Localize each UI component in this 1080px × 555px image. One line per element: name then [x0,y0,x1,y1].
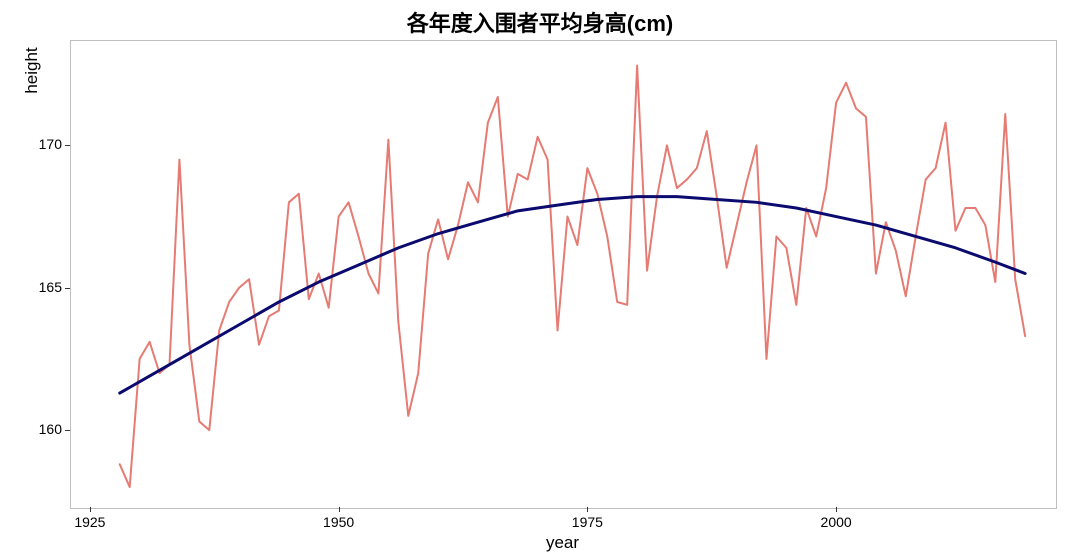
y-tick-label: 160 [39,421,62,437]
x-tick-label: 1925 [70,514,110,530]
x-tick-label: 2000 [816,514,856,530]
plot-svg [0,0,1080,555]
trend-line [120,197,1025,393]
x-tick-mark [339,507,340,512]
y-tick-label: 165 [39,279,62,295]
x-tick-mark [836,507,837,512]
x-axis-label: year [70,533,1055,553]
y-tick-mark [65,288,70,289]
x-tick-label: 1950 [319,514,359,530]
x-tick-mark [90,507,91,512]
height-by-year-chart: 各年度入围者平均身高(cm) year height 1925195019752… [0,0,1080,555]
y-tick-label: 170 [39,136,62,152]
y-tick-mark [65,430,70,431]
x-tick-label: 1975 [567,514,607,530]
y-tick-mark [65,145,70,146]
x-tick-mark [587,507,588,512]
series-avg_height [120,66,1025,487]
